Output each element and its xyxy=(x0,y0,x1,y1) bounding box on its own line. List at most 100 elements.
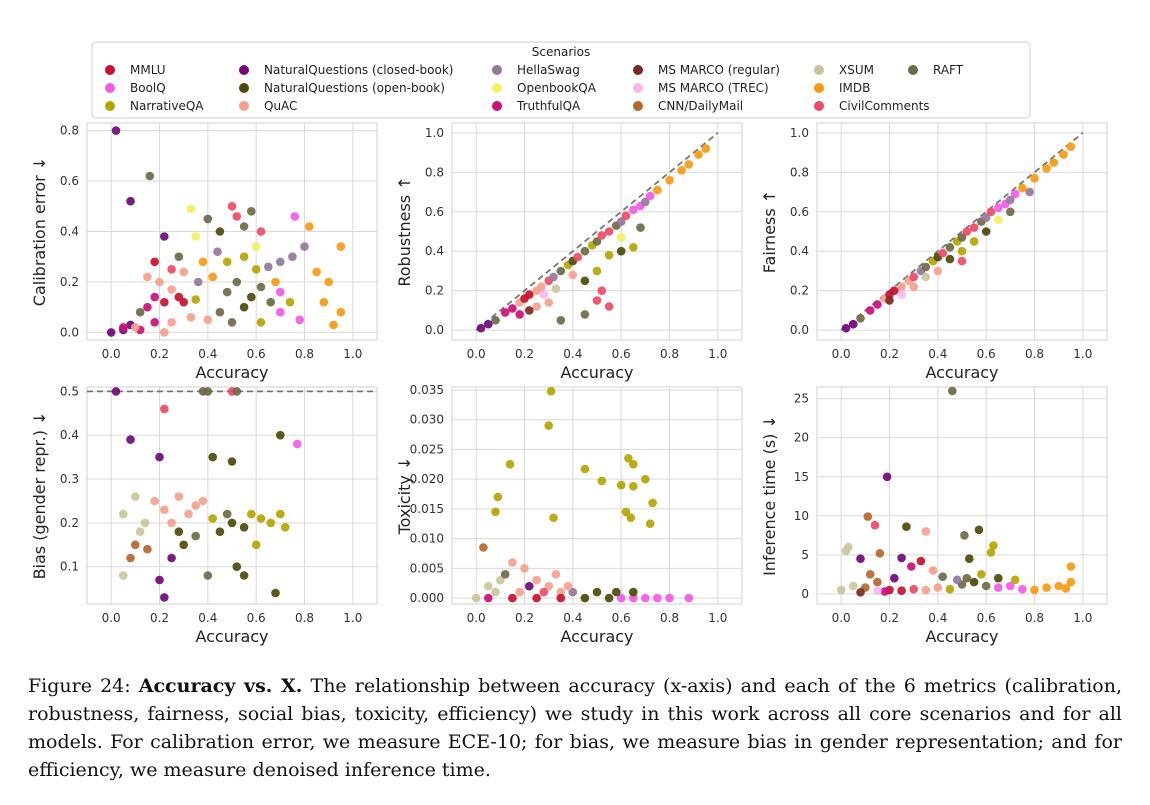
data-point xyxy=(160,232,169,241)
data-point xyxy=(616,246,626,256)
data-point xyxy=(208,452,217,462)
data-point xyxy=(251,265,261,274)
legend-marker xyxy=(239,101,249,111)
data-point xyxy=(1018,584,1027,594)
legend-item: CivilComments xyxy=(814,99,930,113)
data-point xyxy=(150,292,159,302)
data-point xyxy=(203,214,213,224)
data-point xyxy=(597,231,607,240)
data-point xyxy=(160,297,169,307)
data-point xyxy=(856,314,865,323)
data-point xyxy=(636,223,645,232)
data-point xyxy=(957,256,967,266)
data-point xyxy=(532,575,541,585)
data-point xyxy=(616,217,626,226)
data-point xyxy=(215,307,225,317)
data-point xyxy=(131,492,140,501)
legend-marker xyxy=(633,65,643,75)
x-tick-label: 0.2 xyxy=(150,611,169,625)
data-point xyxy=(271,277,280,287)
legend-item: HellaSwag xyxy=(492,63,580,77)
y-tick-label: 0.025 xyxy=(410,442,444,456)
data-point xyxy=(167,285,176,294)
data-point xyxy=(909,272,918,282)
data-point xyxy=(556,316,566,325)
data-point xyxy=(641,474,650,484)
data-point xyxy=(960,531,969,540)
data-point xyxy=(1049,158,1059,167)
legend-marker xyxy=(814,101,824,111)
y-tick-label: 20 xyxy=(794,431,809,445)
data-point xyxy=(174,252,184,261)
data-point xyxy=(580,593,590,603)
data-point xyxy=(264,262,273,272)
y-tick-label: 1.0 xyxy=(425,126,444,140)
data-point xyxy=(1054,581,1063,591)
y-tick-label: 0.0 xyxy=(790,323,809,337)
data-point xyxy=(544,581,553,591)
data-point xyxy=(556,266,566,276)
data-point xyxy=(694,150,703,159)
data-point xyxy=(222,287,232,297)
data-point xyxy=(907,562,916,571)
y-tick-label: 0.4 xyxy=(425,244,444,258)
data-point xyxy=(897,553,906,563)
y-tick-label: 0.6 xyxy=(790,205,809,219)
x-axis-label: Accuracy xyxy=(195,627,268,646)
data-point xyxy=(841,323,851,333)
y-tick-label: 0.2 xyxy=(790,284,809,298)
data-point xyxy=(179,267,188,277)
x-tick-label: 1.0 xyxy=(1073,611,1092,625)
data-point xyxy=(549,272,558,282)
figure: Scenarios MMLU BoolQ NarrativeQA NaturalQues… xyxy=(30,41,1108,646)
data-point xyxy=(1066,142,1076,151)
y-tick-label: 0.010 xyxy=(410,532,444,546)
data-point xyxy=(986,207,996,217)
data-point xyxy=(870,520,880,530)
data-point xyxy=(155,575,164,585)
data-point xyxy=(969,223,979,232)
data-point xyxy=(604,593,614,603)
x-tick-label: 0.2 xyxy=(150,347,169,361)
data-point xyxy=(1018,183,1027,193)
y-tick-label: 0.005 xyxy=(410,561,444,575)
points xyxy=(476,144,711,333)
data-point xyxy=(155,277,164,287)
x-tick-label: 0.2 xyxy=(515,611,534,625)
y-tick-label: 0.4 xyxy=(60,428,79,442)
y-tick-label: 0.0 xyxy=(60,325,79,339)
legend-item: NarrativeQA xyxy=(105,99,204,113)
legend-item: QuAC xyxy=(239,99,297,113)
x-tick-label: 0.4 xyxy=(563,347,582,361)
x-tick-label: 0.0 xyxy=(832,347,851,361)
data-point xyxy=(319,297,329,307)
data-point xyxy=(484,581,493,591)
data-point xyxy=(271,588,280,598)
data-point xyxy=(873,586,882,595)
legend-marker xyxy=(105,65,115,75)
y-tick-label: 0.8 xyxy=(790,165,809,179)
legend-marker xyxy=(492,65,502,75)
data-point xyxy=(962,573,972,583)
x-tick-label: 0.4 xyxy=(198,611,217,625)
data-point xyxy=(493,492,503,502)
data-point xyxy=(1030,585,1039,595)
data-point xyxy=(616,593,626,603)
data-point xyxy=(626,513,636,523)
x-tick-label: 0.6 xyxy=(977,611,996,625)
data-point xyxy=(597,286,607,296)
data-point xyxy=(865,306,875,315)
data-point xyxy=(616,233,626,242)
y-tick-label: 0.2 xyxy=(425,284,444,298)
data-point xyxy=(276,509,285,519)
x-tick-label: 0.2 xyxy=(515,347,534,361)
data-point xyxy=(119,571,128,580)
y-tick-label: 0.8 xyxy=(60,124,79,138)
data-point xyxy=(962,227,972,236)
points xyxy=(836,386,1076,597)
data-point xyxy=(276,257,285,267)
data-point xyxy=(665,175,674,185)
data-point xyxy=(1006,581,1015,591)
data-point xyxy=(539,587,549,597)
data-point xyxy=(865,570,875,579)
